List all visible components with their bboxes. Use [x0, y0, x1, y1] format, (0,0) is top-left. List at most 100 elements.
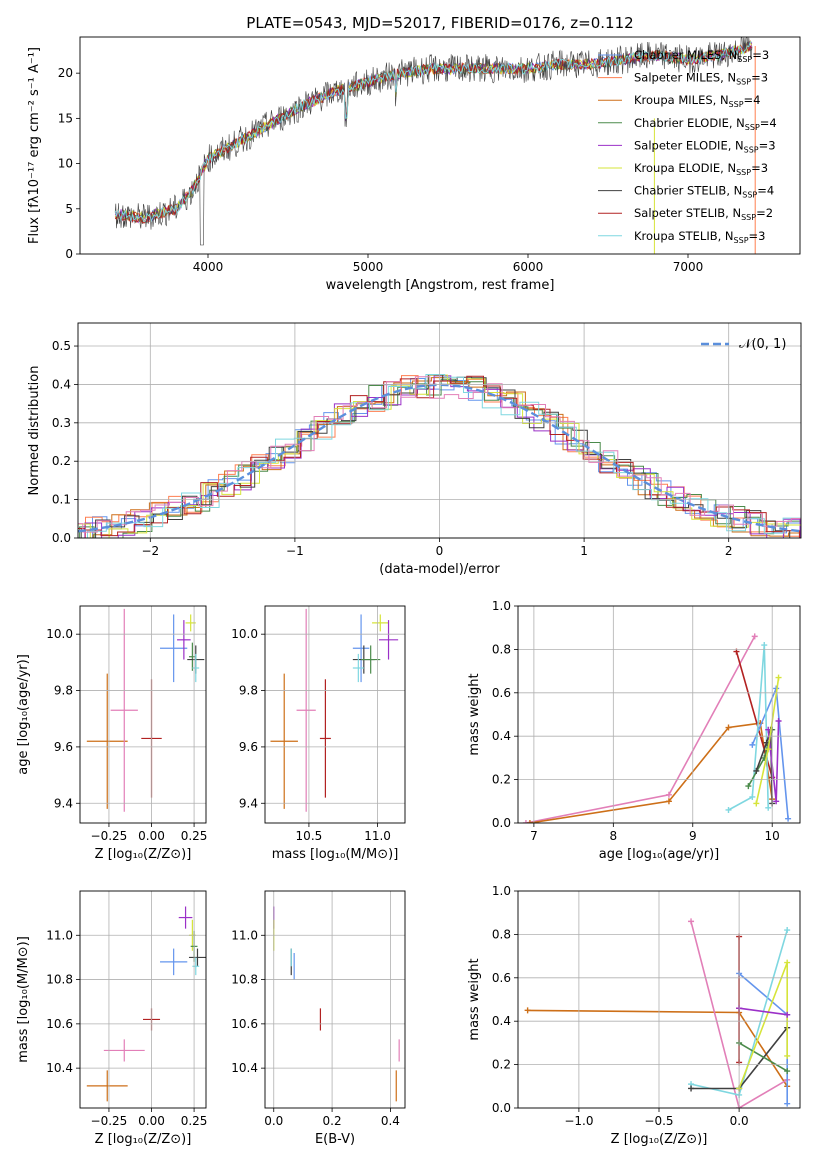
y-tick-label: 0.2	[52, 454, 71, 468]
x-tick-label: 2	[725, 544, 733, 558]
weight-marker	[526, 820, 533, 823]
weight-marker	[745, 783, 752, 790]
legend-label: Kroupa ELODIE, NSSP=3	[634, 161, 768, 177]
weight-marker	[784, 1068, 791, 1075]
plot-area	[78, 374, 801, 538]
x-tick-label: 0.2	[323, 1114, 342, 1128]
y-tick-label: 1.0	[492, 599, 511, 613]
weight-marker	[784, 959, 791, 966]
legend-label: Salpeter ELODIE, NSSP=3	[634, 138, 776, 154]
weight-marker	[749, 741, 756, 748]
x-tick-label: 5000	[353, 260, 384, 274]
weight-marker	[524, 1007, 531, 1014]
y-tick-label: 10.0	[46, 627, 73, 641]
y-tick-label: 0.8	[492, 642, 511, 656]
x-tick-label: 0	[436, 544, 444, 558]
legend-label: Chabrier MILES, NSSP=3	[634, 48, 769, 64]
weight-marker	[753, 800, 760, 807]
weight-marker	[749, 793, 756, 800]
y-tick-label: 0.0	[492, 816, 511, 830]
x-tick-label: 7	[530, 829, 538, 843]
axes-frame	[264, 605, 406, 824]
legend-label: Chabrier STELIB, NSSP=4	[634, 184, 774, 200]
y-tick-label: 0.4	[52, 377, 71, 391]
weight-line	[738, 962, 788, 1089]
x-tick-label: 0.0	[730, 1114, 749, 1128]
y-tick-label: 0.4	[492, 1014, 511, 1028]
weight-marker	[751, 633, 758, 640]
y-tick-label: 20	[58, 66, 73, 80]
axes-frame	[264, 890, 406, 1109]
y-tick-label: 9.6	[239, 740, 258, 754]
x-axis-label: mass [log₁₀(M/M⊙)]	[272, 847, 399, 862]
y-tick-label: 9.8	[54, 684, 73, 698]
y-tick-label: 15	[58, 111, 73, 125]
axes-frame	[77, 322, 802, 539]
spectrum-line	[114, 41, 752, 223]
weight-marker	[775, 674, 782, 681]
y-tick-label: 10	[58, 157, 73, 171]
x-axis-label: E(B-V)	[315, 1132, 355, 1147]
y-tick-label: 0.6	[492, 686, 511, 700]
panel-4: 10.5 11.0 9.4 9.6 9.8 10.0 mass [log₁₀(M/M⊙)]	[231, 605, 406, 862]
plot-area	[114, 37, 756, 254]
x-tick-label: 10.5	[296, 829, 323, 843]
x-tick-label: 0.0	[264, 1114, 283, 1128]
plot-area	[86, 906, 206, 1102]
axes-frame	[517, 890, 801, 1109]
histogram-series	[78, 378, 801, 538]
y-tick-label: 0.0	[52, 531, 71, 545]
weight-marker	[665, 791, 672, 798]
y-tick-label: 0.4	[492, 729, 511, 743]
axes-frame	[79, 36, 801, 255]
weight-marker	[725, 724, 732, 731]
legend-label: Kroupa MILES, NSSP=4	[634, 93, 760, 109]
x-tick-label: 6000	[513, 260, 544, 274]
y-tick-label: 9.4	[54, 796, 73, 810]
weight-marker	[688, 918, 695, 925]
y-tick-label: 0.5	[52, 339, 71, 353]
y-tick-label: 0.6	[492, 971, 511, 985]
x-axis-label: age [log₁₀(age/yr)]	[599, 847, 720, 862]
weight-marker	[761, 642, 768, 649]
weight-marker	[785, 815, 792, 822]
x-axis-label: Z [log₁₀(Z/Z⊙)]	[611, 1132, 708, 1147]
y-tick-label: 9.6	[54, 740, 73, 754]
weight-line	[525, 636, 756, 823]
histogram-series	[78, 375, 801, 538]
weight-marker	[725, 806, 732, 813]
y-tick-label: 10.6	[231, 1017, 258, 1031]
y-tick-label: 10.8	[231, 973, 258, 987]
x-tick-label: −0.5	[644, 1114, 673, 1128]
weight-marker	[753, 767, 760, 774]
y-tick-label: 0	[65, 247, 73, 261]
weight-marker	[784, 1011, 791, 1018]
x-tick-label: 9	[689, 829, 697, 843]
axes-frame	[517, 605, 801, 824]
x-tick-label: 7000	[673, 260, 704, 274]
weight-marker	[765, 746, 772, 753]
y-tick-label: 11.0	[231, 928, 258, 942]
spectrum-line	[114, 41, 752, 223]
x-axis-label: Z [log₁₀(Z/Z⊙)]	[95, 847, 192, 862]
plot-area	[524, 918, 791, 1108]
histogram-series	[78, 374, 801, 538]
y-tick-label: 10.0	[231, 627, 258, 641]
y-tick-label: 0.3	[52, 416, 71, 430]
y-axis-label: age [log₁₀(age/yr)]	[16, 654, 31, 775]
y-tick-label: 10.4	[46, 1061, 73, 1075]
y-tick-label: 11.0	[46, 928, 73, 942]
y-tick-label: 0.0	[492, 1101, 511, 1115]
x-tick-label: −1	[286, 544, 304, 558]
spectrum-line	[115, 41, 753, 222]
plot-area	[522, 633, 792, 823]
weight-marker	[775, 718, 782, 725]
weight-line	[529, 722, 773, 823]
weight-line	[738, 1007, 788, 1016]
x-tick-label: 0.00	[138, 1114, 165, 1128]
weight-marker	[765, 726, 772, 733]
y-axis-label: mass weight	[467, 958, 482, 1040]
x-tick-label: 0.4	[381, 1114, 400, 1128]
panel-5: 7 8 9 10 0.0 0.2 0.4 0.6 0.8 1.0 age [log₁₀(age/yr…	[467, 599, 801, 862]
weight-marker	[773, 798, 780, 805]
